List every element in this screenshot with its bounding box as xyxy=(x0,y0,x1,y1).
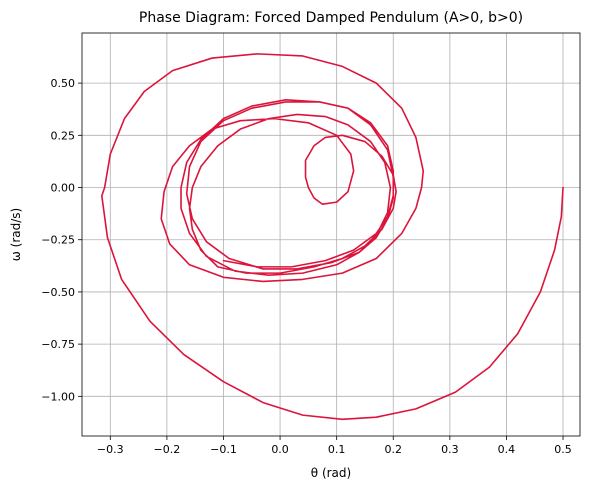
x-tick-label: 0.4 xyxy=(498,443,516,456)
y-tick-label: 0.25 xyxy=(51,129,76,142)
series-layer xyxy=(101,53,564,421)
x-tick-label: 0.3 xyxy=(441,443,459,456)
grid-lines xyxy=(82,33,580,436)
y-tick-label: −1.00 xyxy=(41,390,75,403)
x-tick-label: 0.5 xyxy=(554,443,572,456)
x-tick-label: 0.2 xyxy=(385,443,403,456)
chart-title: Phase Diagram: Forced Damped Pendulum (A… xyxy=(139,10,523,26)
y-tick-label: 0.00 xyxy=(51,182,76,195)
y-tick-label: −0.75 xyxy=(41,338,75,351)
x-axis-label: θ (rad) xyxy=(311,466,351,480)
y-tick-label: −0.50 xyxy=(41,286,75,299)
y-tick-label: 0.50 xyxy=(51,77,76,90)
x-tick-label: 0.0 xyxy=(271,443,289,456)
phase-trajectory-line xyxy=(101,53,564,421)
x-tick-label: −0.2 xyxy=(154,443,181,456)
plot-frame xyxy=(81,32,581,437)
x-tick-label: −0.3 xyxy=(97,443,124,456)
axis-ticks: −0.3 −0.2 −0.1 0.0 0.1 0.2 0.3 0.4 0.5 −1.00 −0.75… xyxy=(41,77,571,456)
y-axis-label: ω (rad/s) xyxy=(9,208,23,261)
x-tick-label: 0.1 xyxy=(328,443,346,456)
x-tick-label: −0.1 xyxy=(210,443,237,456)
y-tick-label: −0.25 xyxy=(41,234,75,247)
